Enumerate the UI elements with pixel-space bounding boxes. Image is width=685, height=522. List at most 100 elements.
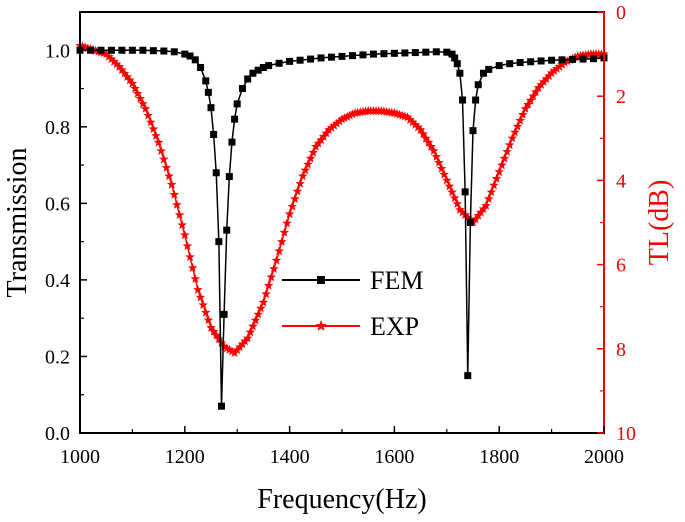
exp-point — [106, 54, 117, 64]
exp-point — [452, 198, 463, 209]
exp-point — [544, 70, 554, 81]
exp-point — [166, 179, 177, 189]
fem-point — [456, 69, 464, 77]
fem-point — [231, 115, 239, 123]
exp-point — [219, 341, 229, 351]
exp-point — [245, 327, 256, 337]
legend-exp-marker — [315, 320, 327, 331]
fem-point — [466, 219, 474, 226]
fem-point — [228, 138, 236, 146]
exp-point — [177, 220, 187, 230]
exp-point — [187, 262, 198, 273]
exp-point — [208, 326, 219, 336]
exp-point — [164, 171, 174, 181]
y2-axis-title: TL(dB) — [644, 180, 675, 266]
exp-point — [227, 346, 237, 356]
fem-point — [472, 96, 480, 104]
fem-point — [451, 54, 459, 62]
exp-point — [109, 56, 119, 66]
fem-point — [217, 402, 225, 410]
fem-point — [448, 50, 456, 58]
exp-point — [201, 307, 211, 317]
fem-point — [197, 63, 205, 71]
fem-point — [249, 69, 257, 77]
exp-point — [271, 255, 282, 265]
exp-point — [101, 49, 111, 59]
fem-point — [317, 54, 325, 62]
exp-point — [274, 246, 284, 256]
exp-point — [423, 137, 434, 147]
fem-point — [244, 75, 252, 83]
y2-tick-label: 6 — [616, 255, 626, 277]
fem-point — [558, 56, 566, 64]
exp-point — [132, 88, 143, 98]
exp-point — [321, 128, 332, 138]
exp-point — [216, 337, 227, 347]
exp-point — [185, 252, 195, 262]
x-tick-label: 2000 — [584, 446, 624, 468]
fem-point — [210, 130, 218, 138]
exp-point — [491, 173, 502, 183]
exp-point — [478, 204, 489, 214]
x-tick-label: 1000 — [60, 446, 100, 468]
exp-point — [342, 111, 352, 121]
exp-point — [282, 218, 292, 228]
exp-point — [447, 187, 457, 197]
exp-point — [415, 124, 426, 134]
fem-point — [307, 55, 315, 63]
exp-point — [156, 145, 166, 155]
fem-point — [139, 46, 147, 54]
exp-point — [481, 200, 491, 210]
legend-exp-label: EXP — [370, 312, 419, 341]
exp-point — [507, 133, 518, 143]
exp-point — [407, 117, 418, 127]
exp-point — [104, 51, 114, 61]
fem-point — [86, 46, 94, 54]
y-tick-label: 0.6 — [45, 193, 70, 215]
y2-tick-label: 0 — [616, 2, 626, 24]
exp-point — [337, 114, 347, 124]
exp-point — [463, 212, 473, 222]
fem-point — [170, 48, 178, 56]
exp-point — [214, 334, 224, 344]
exp-point — [413, 122, 423, 132]
exp-point — [326, 122, 337, 132]
exp-point — [339, 113, 350, 123]
fem-point — [380, 50, 388, 58]
exp-point — [258, 297, 269, 307]
exp-point — [418, 129, 428, 139]
exp-point — [290, 193, 300, 203]
exp-point — [405, 114, 415, 124]
exp-point — [497, 160, 507, 170]
exp-point — [203, 315, 214, 325]
exp-point — [494, 166, 504, 177]
x-tick-label: 1600 — [374, 446, 414, 468]
fem-point — [265, 62, 273, 70]
exp-point — [345, 110, 355, 120]
exp-point — [250, 315, 261, 325]
exp-point — [455, 204, 465, 214]
y-tick-label: 1.0 — [45, 40, 70, 62]
y2-tick-label: 4 — [616, 170, 626, 192]
exp-point — [111, 59, 122, 69]
exp-point — [444, 181, 455, 191]
exp-point — [153, 137, 164, 147]
exp-point — [125, 75, 135, 85]
exp-point — [240, 336, 250, 346]
exp-point — [195, 292, 206, 302]
y2-tick-label: 8 — [616, 339, 626, 361]
exp-point — [135, 93, 146, 103]
fem-point — [390, 49, 398, 57]
fem-point — [254, 66, 262, 74]
exp-point — [541, 73, 552, 83]
exp-point — [297, 171, 308, 181]
y-tick-label: 0.8 — [45, 117, 70, 139]
fem-point — [579, 55, 587, 63]
x-axis: 1000 1200 1400 1600 1800 2000 — [60, 426, 624, 468]
fem-point — [479, 69, 487, 77]
fem-point — [548, 56, 556, 64]
fem-point — [359, 51, 367, 59]
fem-point — [215, 238, 223, 246]
exp-point — [549, 65, 559, 75]
